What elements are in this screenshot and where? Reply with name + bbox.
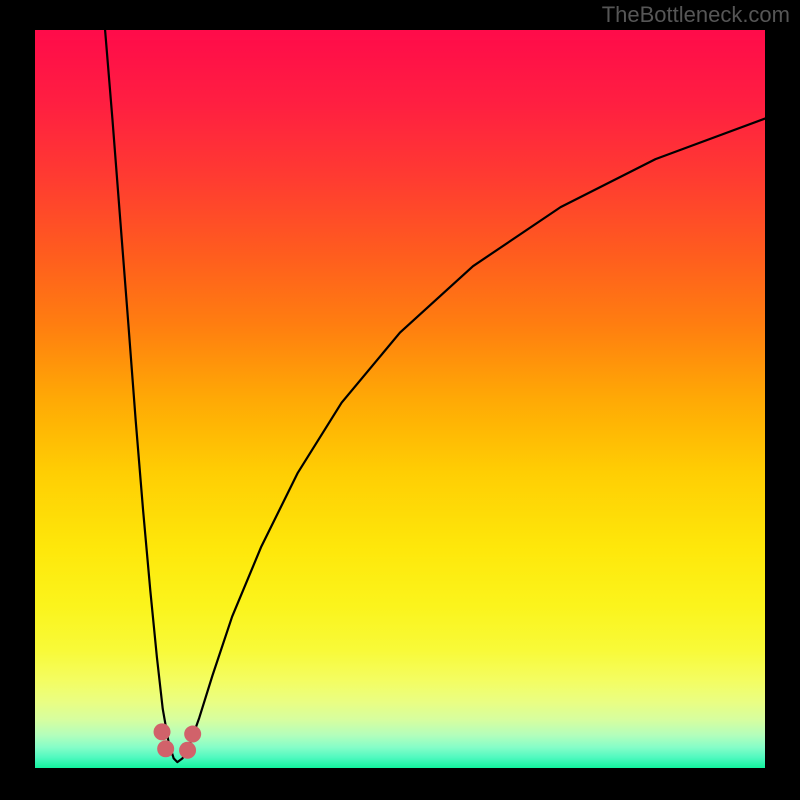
bottleneck-chart [0,0,800,800]
watermark-text: TheBottleneck.com [602,2,790,28]
chart-wrapper: TheBottleneck.com [0,0,800,800]
data-marker [157,740,174,757]
data-marker [154,723,171,740]
data-marker [184,726,201,743]
data-marker [179,742,196,759]
plot-background [35,30,765,768]
